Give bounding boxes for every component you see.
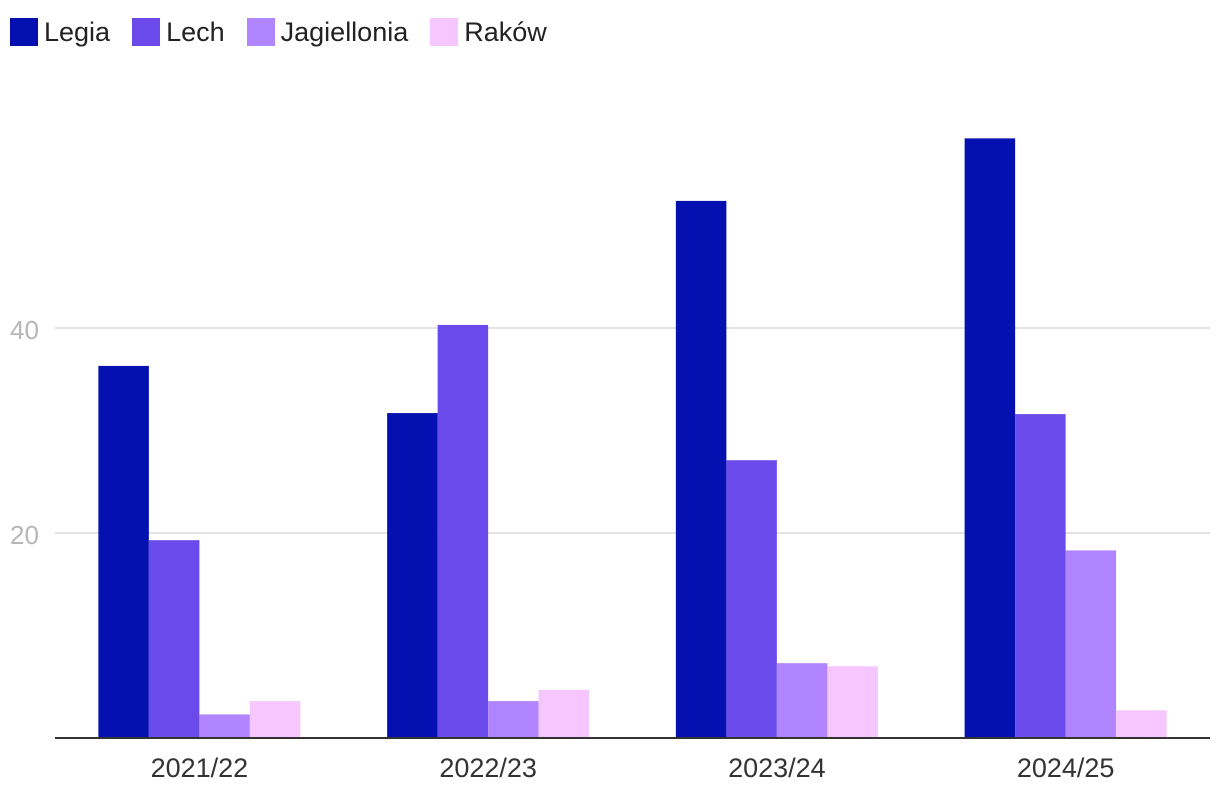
y-tick-label-40: 40 [10,315,39,345]
legend-label-legia: Legia [44,17,111,47]
chart-legend: Legia Lech Jagiellonia Raków [10,18,569,46]
bar-rak-w-2024-25 [1116,710,1167,738]
legend-swatch-jagiellonia [246,18,275,46]
bar-jagiellonia-2024-25 [1065,550,1117,738]
bar-jagiellonia-2022-23 [488,701,539,738]
legend-label-rakow: Raków [464,17,547,47]
bar-jagiellonia-2023-24 [776,663,828,738]
bar-lech-2021-22 [148,540,200,738]
bar-rak-w-2023-24 [827,666,878,738]
bar-lech-2022-23 [437,324,489,738]
legend-swatch-rakow [430,18,459,46]
bar-legia-2024-25 [964,138,1016,738]
bar-legia-2021-22 [98,365,149,738]
x-tick-label-2024-25: 2024/25 [1017,753,1115,783]
y-tick-label-20: 20 [10,520,39,550]
bar-rak-w-2021-22 [249,701,301,738]
bar-jagiellonia-2021-22 [199,714,250,738]
legend-label-lech: Lech [166,17,225,47]
legend-item-jagiellonia: Jagiellonia [246,17,409,47]
bar-legia-2022-23 [387,413,438,738]
legend-item-lech: Lech [132,18,225,46]
legend-label-jagiellonia: Jagiellonia [280,17,409,47]
bar-rak-w-2022-23 [538,689,590,738]
legend-item-legia: Legia [10,18,110,46]
bar-legia-2023-24 [675,200,727,738]
bar-lech-2023-24 [726,460,777,738]
x-tick-label-2023-24: 2023/24 [728,753,826,783]
legend-swatch-legia [10,18,38,46]
bar-lech-2024-25 [1015,414,1066,738]
x-tick-label-2021-22: 2021/22 [151,753,249,783]
x-tick-label-2022-23: 2022/23 [439,753,537,783]
legend-item-rakow: Raków [430,18,547,46]
legend-swatch-lech [132,18,161,46]
